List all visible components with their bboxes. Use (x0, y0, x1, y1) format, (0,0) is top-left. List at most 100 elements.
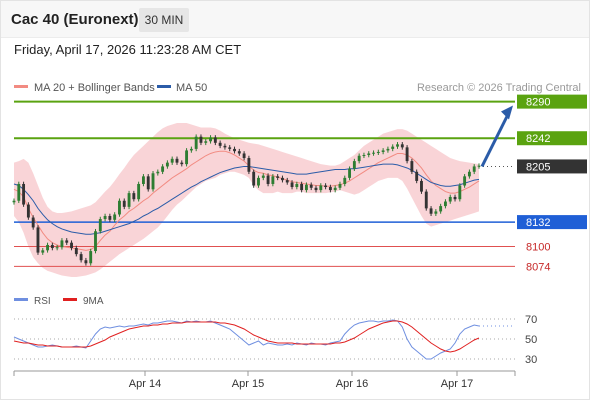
rsi-line (13, 319, 480, 360)
interval-button[interactable]: 30 MIN (139, 8, 189, 32)
candle (420, 180, 423, 192)
candle (352, 161, 356, 169)
candle (467, 171, 471, 177)
candle (285, 180, 289, 183)
candle (434, 211, 438, 214)
candle (247, 158, 251, 172)
candle (194, 136, 198, 149)
candle (223, 145, 227, 148)
candle (400, 144, 404, 148)
candle (146, 176, 150, 190)
candle (372, 152, 375, 154)
candle (295, 183, 299, 188)
candle (127, 193, 131, 207)
candle (472, 166, 476, 172)
rsi-tick-label: 30 (525, 354, 537, 366)
candle (12, 200, 16, 203)
candle (391, 146, 395, 149)
rsi-tick-label: 70 (525, 314, 537, 326)
candle (50, 244, 54, 249)
candle (17, 183, 21, 201)
candle (405, 147, 409, 162)
price-chart: MA 20 + Bollinger Bands MA 50 Research ©… (12, 82, 587, 390)
candle (386, 148, 390, 151)
candle (79, 254, 83, 261)
candle (31, 217, 35, 228)
level-tag-8242 (517, 131, 587, 146)
bollinger-band (14, 122, 479, 277)
candle (319, 185, 323, 191)
candle (141, 176, 145, 184)
level-label-8100: 8100 (526, 242, 550, 254)
candle (204, 141, 208, 143)
candle (381, 150, 385, 152)
level-tag-8132 (517, 215, 587, 230)
ma20-legend-swatch (14, 85, 28, 88)
candle (122, 200, 126, 207)
level-label-8242: 8242 (526, 133, 550, 145)
candle (367, 153, 371, 155)
rsi-tick-label: 50 (525, 334, 537, 346)
candle (415, 171, 419, 181)
candle (165, 162, 169, 167)
timestamp: Friday, April 17, 2026 11:23:28 AM CET (14, 42, 242, 57)
ma9-legend-label: 9MA (83, 296, 104, 307)
candle (218, 142, 222, 146)
candle (237, 151, 241, 154)
candle (137, 183, 141, 200)
candle (36, 227, 40, 253)
candle (410, 161, 414, 172)
chart-header: Cac 40 (Euronext) 30 MIN (1, 1, 589, 38)
candle (458, 185, 462, 200)
candle (84, 260, 88, 264)
candle (189, 148, 193, 151)
level-label-8132: 8132 (526, 217, 550, 229)
candle (376, 151, 380, 153)
candle (233, 148, 236, 152)
candle (151, 173, 155, 190)
candle (271, 176, 275, 184)
candle (228, 147, 232, 149)
candle (209, 137, 212, 142)
candle (213, 137, 217, 143)
candle (362, 155, 366, 156)
candle (276, 176, 280, 178)
instrument-title: Cac 40 (Euronext) (11, 11, 139, 28)
candle (252, 171, 256, 186)
rsi-ma9-line (13, 320, 480, 353)
x-axis-tick-label: Apr 14 (129, 378, 161, 390)
candle (338, 183, 342, 188)
candle (98, 219, 102, 232)
candle (65, 240, 69, 243)
candle (333, 187, 337, 191)
candle (185, 150, 189, 165)
candle (242, 153, 246, 159)
candle (328, 187, 332, 191)
candle (22, 183, 26, 205)
level-tag-8205 (517, 159, 587, 174)
candle (348, 168, 352, 178)
rsi-panel: 70 50 30 Apr 14 Apr 15 Apr 16 Apr 17 (13, 314, 537, 390)
forecast-arrow (480, 111, 511, 168)
ma20-line (13, 150, 480, 251)
candle (156, 171, 160, 174)
candle (118, 200, 121, 215)
candle (60, 240, 64, 248)
candle (170, 158, 174, 163)
candle (444, 201, 447, 207)
level-label-8074: 8074 (526, 261, 550, 273)
plot-area: 8290 8242 8205 8132 8100 8074 (12, 94, 587, 277)
candle (281, 177, 284, 181)
candle (396, 144, 399, 147)
candle (448, 196, 452, 202)
x-axis-tick-label: Apr 17 (441, 378, 473, 390)
candle (26, 204, 30, 218)
candle (300, 183, 304, 191)
candle (175, 158, 179, 163)
ma20-legend-label: MA 20 + Bollinger Bands (34, 82, 155, 94)
candle (463, 176, 467, 186)
candle (103, 216, 107, 220)
x-axis-tick-label: Apr 15 (232, 378, 264, 390)
ma50-legend-swatch (157, 85, 171, 88)
candle (290, 182, 294, 188)
